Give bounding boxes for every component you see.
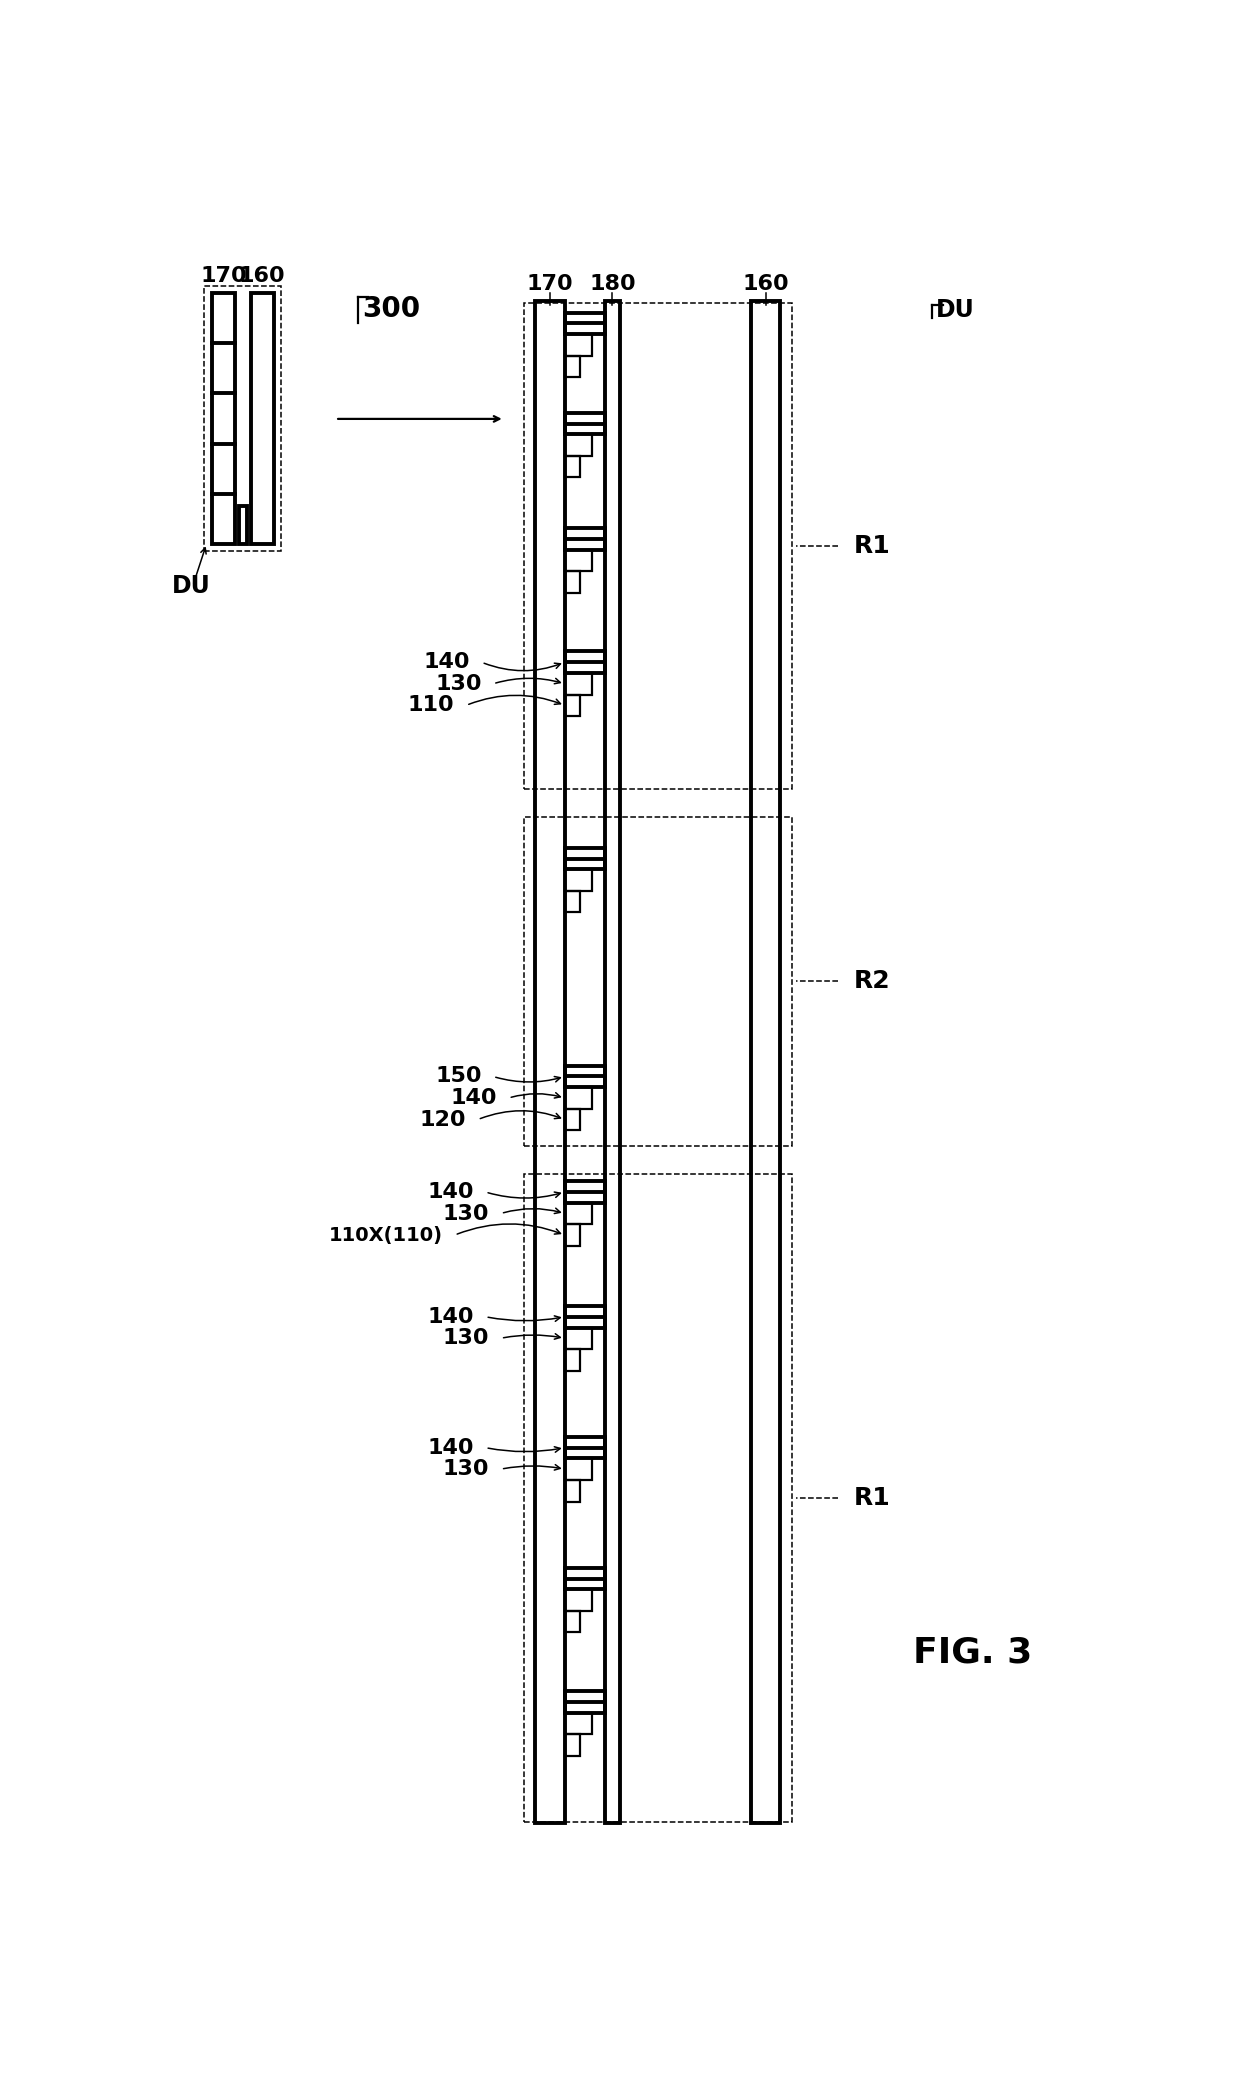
Text: 140: 140 bbox=[450, 1088, 497, 1109]
Bar bbox=[564, 1690, 605, 1713]
Text: 130: 130 bbox=[435, 674, 481, 695]
Text: 140: 140 bbox=[428, 1308, 474, 1326]
Bar bbox=[564, 674, 593, 695]
Text: 130: 130 bbox=[443, 1460, 490, 1479]
Bar bbox=[564, 1182, 605, 1203]
Bar bbox=[751, 301, 780, 1824]
Bar bbox=[564, 1109, 580, 1130]
Bar bbox=[564, 1065, 605, 1088]
Text: R1: R1 bbox=[853, 533, 890, 559]
Text: 130: 130 bbox=[443, 1203, 490, 1224]
Bar bbox=[564, 456, 580, 477]
Bar bbox=[564, 1567, 605, 1590]
Bar bbox=[523, 303, 792, 789]
Bar bbox=[605, 301, 620, 1824]
Bar bbox=[564, 1224, 580, 1247]
Bar bbox=[564, 312, 605, 335]
Bar bbox=[564, 1590, 593, 1611]
Bar bbox=[564, 1088, 593, 1109]
Text: DU: DU bbox=[172, 573, 211, 598]
Text: 130: 130 bbox=[443, 1328, 490, 1347]
Text: 110X(110): 110X(110) bbox=[329, 1226, 443, 1245]
Text: 170: 170 bbox=[200, 266, 247, 287]
Bar bbox=[564, 412, 605, 435]
Text: R2: R2 bbox=[853, 969, 890, 994]
Bar bbox=[239, 506, 247, 544]
Text: 110: 110 bbox=[408, 695, 455, 715]
Bar bbox=[564, 1611, 580, 1632]
Text: 140: 140 bbox=[428, 1437, 474, 1458]
Bar bbox=[564, 435, 593, 456]
Bar bbox=[564, 651, 605, 674]
Bar bbox=[564, 335, 593, 356]
Bar bbox=[564, 847, 605, 870]
Text: 170: 170 bbox=[527, 274, 573, 295]
Bar bbox=[523, 818, 792, 1146]
Bar bbox=[564, 1437, 605, 1458]
Bar bbox=[564, 1479, 580, 1502]
Text: 160: 160 bbox=[239, 266, 285, 287]
Bar bbox=[564, 891, 580, 912]
Bar bbox=[564, 1458, 593, 1479]
Bar bbox=[564, 695, 580, 715]
Bar bbox=[212, 293, 236, 544]
Text: DU: DU bbox=[936, 299, 975, 322]
Text: 180: 180 bbox=[589, 274, 636, 295]
Text: 300: 300 bbox=[362, 295, 420, 322]
Bar bbox=[564, 356, 580, 377]
Bar bbox=[250, 293, 274, 544]
Bar bbox=[564, 1349, 580, 1370]
Bar bbox=[564, 870, 593, 891]
Bar bbox=[523, 1174, 792, 1822]
Text: R1: R1 bbox=[853, 1485, 890, 1510]
Text: 140: 140 bbox=[423, 653, 470, 672]
Bar bbox=[205, 287, 281, 552]
Bar bbox=[564, 550, 593, 571]
Text: 120: 120 bbox=[419, 1109, 466, 1130]
Text: 150: 150 bbox=[435, 1067, 481, 1086]
Bar bbox=[564, 1203, 593, 1224]
Bar bbox=[536, 301, 564, 1824]
Bar bbox=[564, 1713, 593, 1734]
Bar bbox=[564, 529, 605, 550]
Bar bbox=[564, 571, 580, 592]
Bar bbox=[564, 1734, 580, 1755]
Bar bbox=[564, 1305, 605, 1328]
Text: FIG. 3: FIG. 3 bbox=[913, 1636, 1032, 1669]
Bar bbox=[564, 1328, 593, 1349]
Text: 160: 160 bbox=[743, 274, 789, 295]
Text: 140: 140 bbox=[428, 1182, 474, 1203]
